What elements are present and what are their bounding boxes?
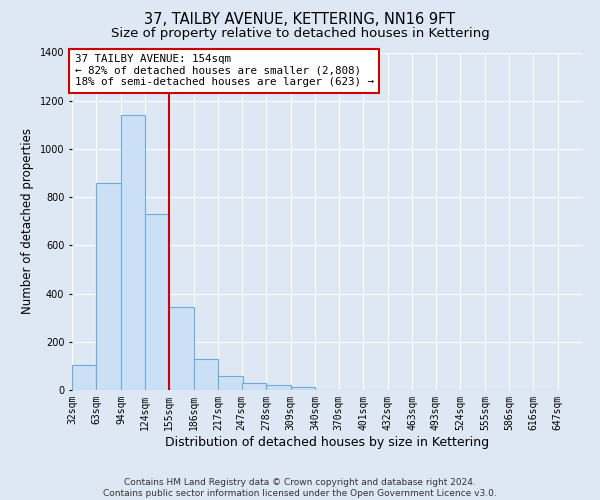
Bar bbox=[121, 115, 145, 390]
Text: Size of property relative to detached houses in Kettering: Size of property relative to detached ho… bbox=[110, 28, 490, 40]
Bar bbox=[266, 385, 290, 390]
Bar bbox=[72, 364, 97, 390]
Bar bbox=[145, 214, 169, 390]
X-axis label: Distribution of detached houses by size in Kettering: Distribution of detached houses by size … bbox=[165, 436, 489, 448]
Bar bbox=[97, 182, 121, 390]
Bar bbox=[169, 307, 194, 390]
Text: 37, TAILBY AVENUE, KETTERING, NN16 9FT: 37, TAILBY AVENUE, KETTERING, NN16 9FT bbox=[145, 12, 455, 28]
Bar bbox=[242, 383, 266, 390]
Text: Contains HM Land Registry data © Crown copyright and database right 2024.
Contai: Contains HM Land Registry data © Crown c… bbox=[103, 478, 497, 498]
Bar bbox=[290, 387, 315, 390]
Bar bbox=[194, 358, 218, 390]
Bar bbox=[218, 376, 242, 390]
Y-axis label: Number of detached properties: Number of detached properties bbox=[21, 128, 34, 314]
Text: 37 TAILBY AVENUE: 154sqm
← 82% of detached houses are smaller (2,808)
18% of sem: 37 TAILBY AVENUE: 154sqm ← 82% of detach… bbox=[74, 54, 374, 88]
